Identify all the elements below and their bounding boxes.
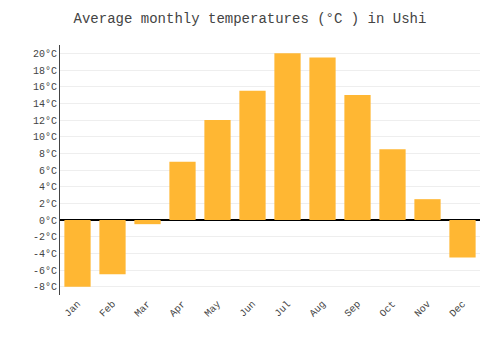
svg-text:Oct: Oct <box>378 299 399 320</box>
svg-text:Feb: Feb <box>98 299 119 320</box>
svg-text:-6°C: -6°C <box>33 266 57 277</box>
svg-text:12°C: 12°C <box>33 116 57 127</box>
svg-text:14°C: 14°C <box>33 99 57 110</box>
svg-text:4°C: 4°C <box>39 182 57 193</box>
svg-text:0°C: 0°C <box>39 216 57 227</box>
svg-text:May: May <box>203 299 224 320</box>
svg-text:6°C: 6°C <box>39 166 57 177</box>
svg-text:20°C: 20°C <box>33 49 57 60</box>
svg-text:Jan: Jan <box>63 299 84 320</box>
svg-text:Jul: Jul <box>273 299 294 320</box>
svg-text:-2°C: -2°C <box>33 232 57 243</box>
svg-text:Nov: Nov <box>413 299 434 320</box>
svg-text:Sep: Sep <box>343 299 364 320</box>
svg-text:Apr: Apr <box>168 299 189 320</box>
svg-text:Aug: Aug <box>308 299 329 320</box>
svg-text:Mar: Mar <box>133 299 154 320</box>
svg-text:Jun: Jun <box>238 299 259 320</box>
svg-text:8°C: 8°C <box>39 149 57 160</box>
svg-text:10°C: 10°C <box>33 132 57 143</box>
svg-text:-4°C: -4°C <box>33 249 57 260</box>
svg-text:2°C: 2°C <box>39 199 57 210</box>
svg-text:-8°C: -8°C <box>33 282 57 293</box>
svg-text:16°C: 16°C <box>33 82 57 93</box>
svg-text:18°C: 18°C <box>33 66 57 77</box>
svg-text:Average monthly temperatures (: Average monthly temperatures (°C ) in Us… <box>74 11 427 27</box>
svg-text:Dec: Dec <box>448 299 469 320</box>
